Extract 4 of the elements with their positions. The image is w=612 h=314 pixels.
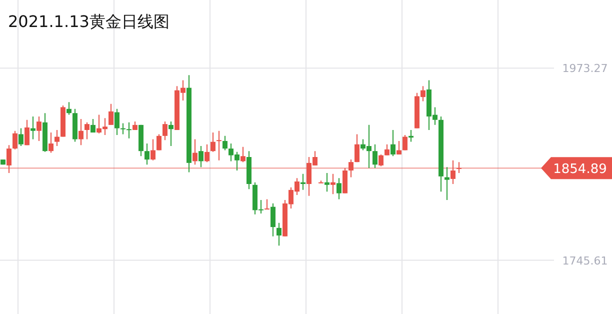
text: 2021.1.13黄金日线图 [8, 12, 170, 31]
y-tick-label: 1745.61 [562, 254, 608, 268]
ref-line-label: 1854.89 [553, 162, 607, 178]
y-tick-label: 1973.27 [562, 62, 608, 76]
